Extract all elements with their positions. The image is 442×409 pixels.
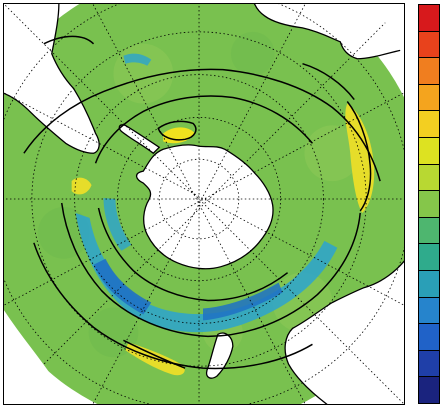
colorbar-swatch — [419, 58, 439, 85]
colorbar-swatch — [419, 5, 439, 32]
colorbar-swatch — [419, 270, 439, 298]
colorbar-swatch — [419, 244, 439, 271]
antarctic-peninsula — [118, 124, 161, 155]
colorbar-swatch — [419, 350, 439, 378]
latitude-circle-80 — [158, 158, 240, 240]
new-zealand-landmass — [205, 332, 234, 379]
polar-map — [3, 3, 405, 405]
land — [4, 4, 404, 404]
colorbar — [418, 4, 440, 404]
graticule — [4, 4, 404, 404]
australia-landmass — [284, 260, 404, 404]
colorbar-swatch — [419, 164, 439, 192]
africa-landmass — [253, 4, 404, 60]
contour-lines — [23, 35, 381, 370]
colorbar-swatch — [419, 137, 439, 165]
south-america-landmass — [4, 4, 100, 154]
colorbar-swatch — [419, 324, 439, 351]
colorbar-swatch — [419, 84, 439, 112]
colorbar-swatch — [419, 217, 439, 245]
colorbar-swatch — [419, 191, 439, 218]
colorbar-swatch — [419, 111, 439, 138]
colorbar-swatch — [419, 297, 439, 325]
colorbar-swatch — [419, 31, 439, 59]
negative-anomaly-band — [75, 53, 338, 333]
meridian-45 — [4, 4, 404, 404]
colorbar-swatch — [419, 377, 439, 403]
no-data-corners — [4, 4, 404, 404]
latitude-circle-50 — [31, 31, 367, 367]
meridian-135 — [4, 4, 404, 404]
